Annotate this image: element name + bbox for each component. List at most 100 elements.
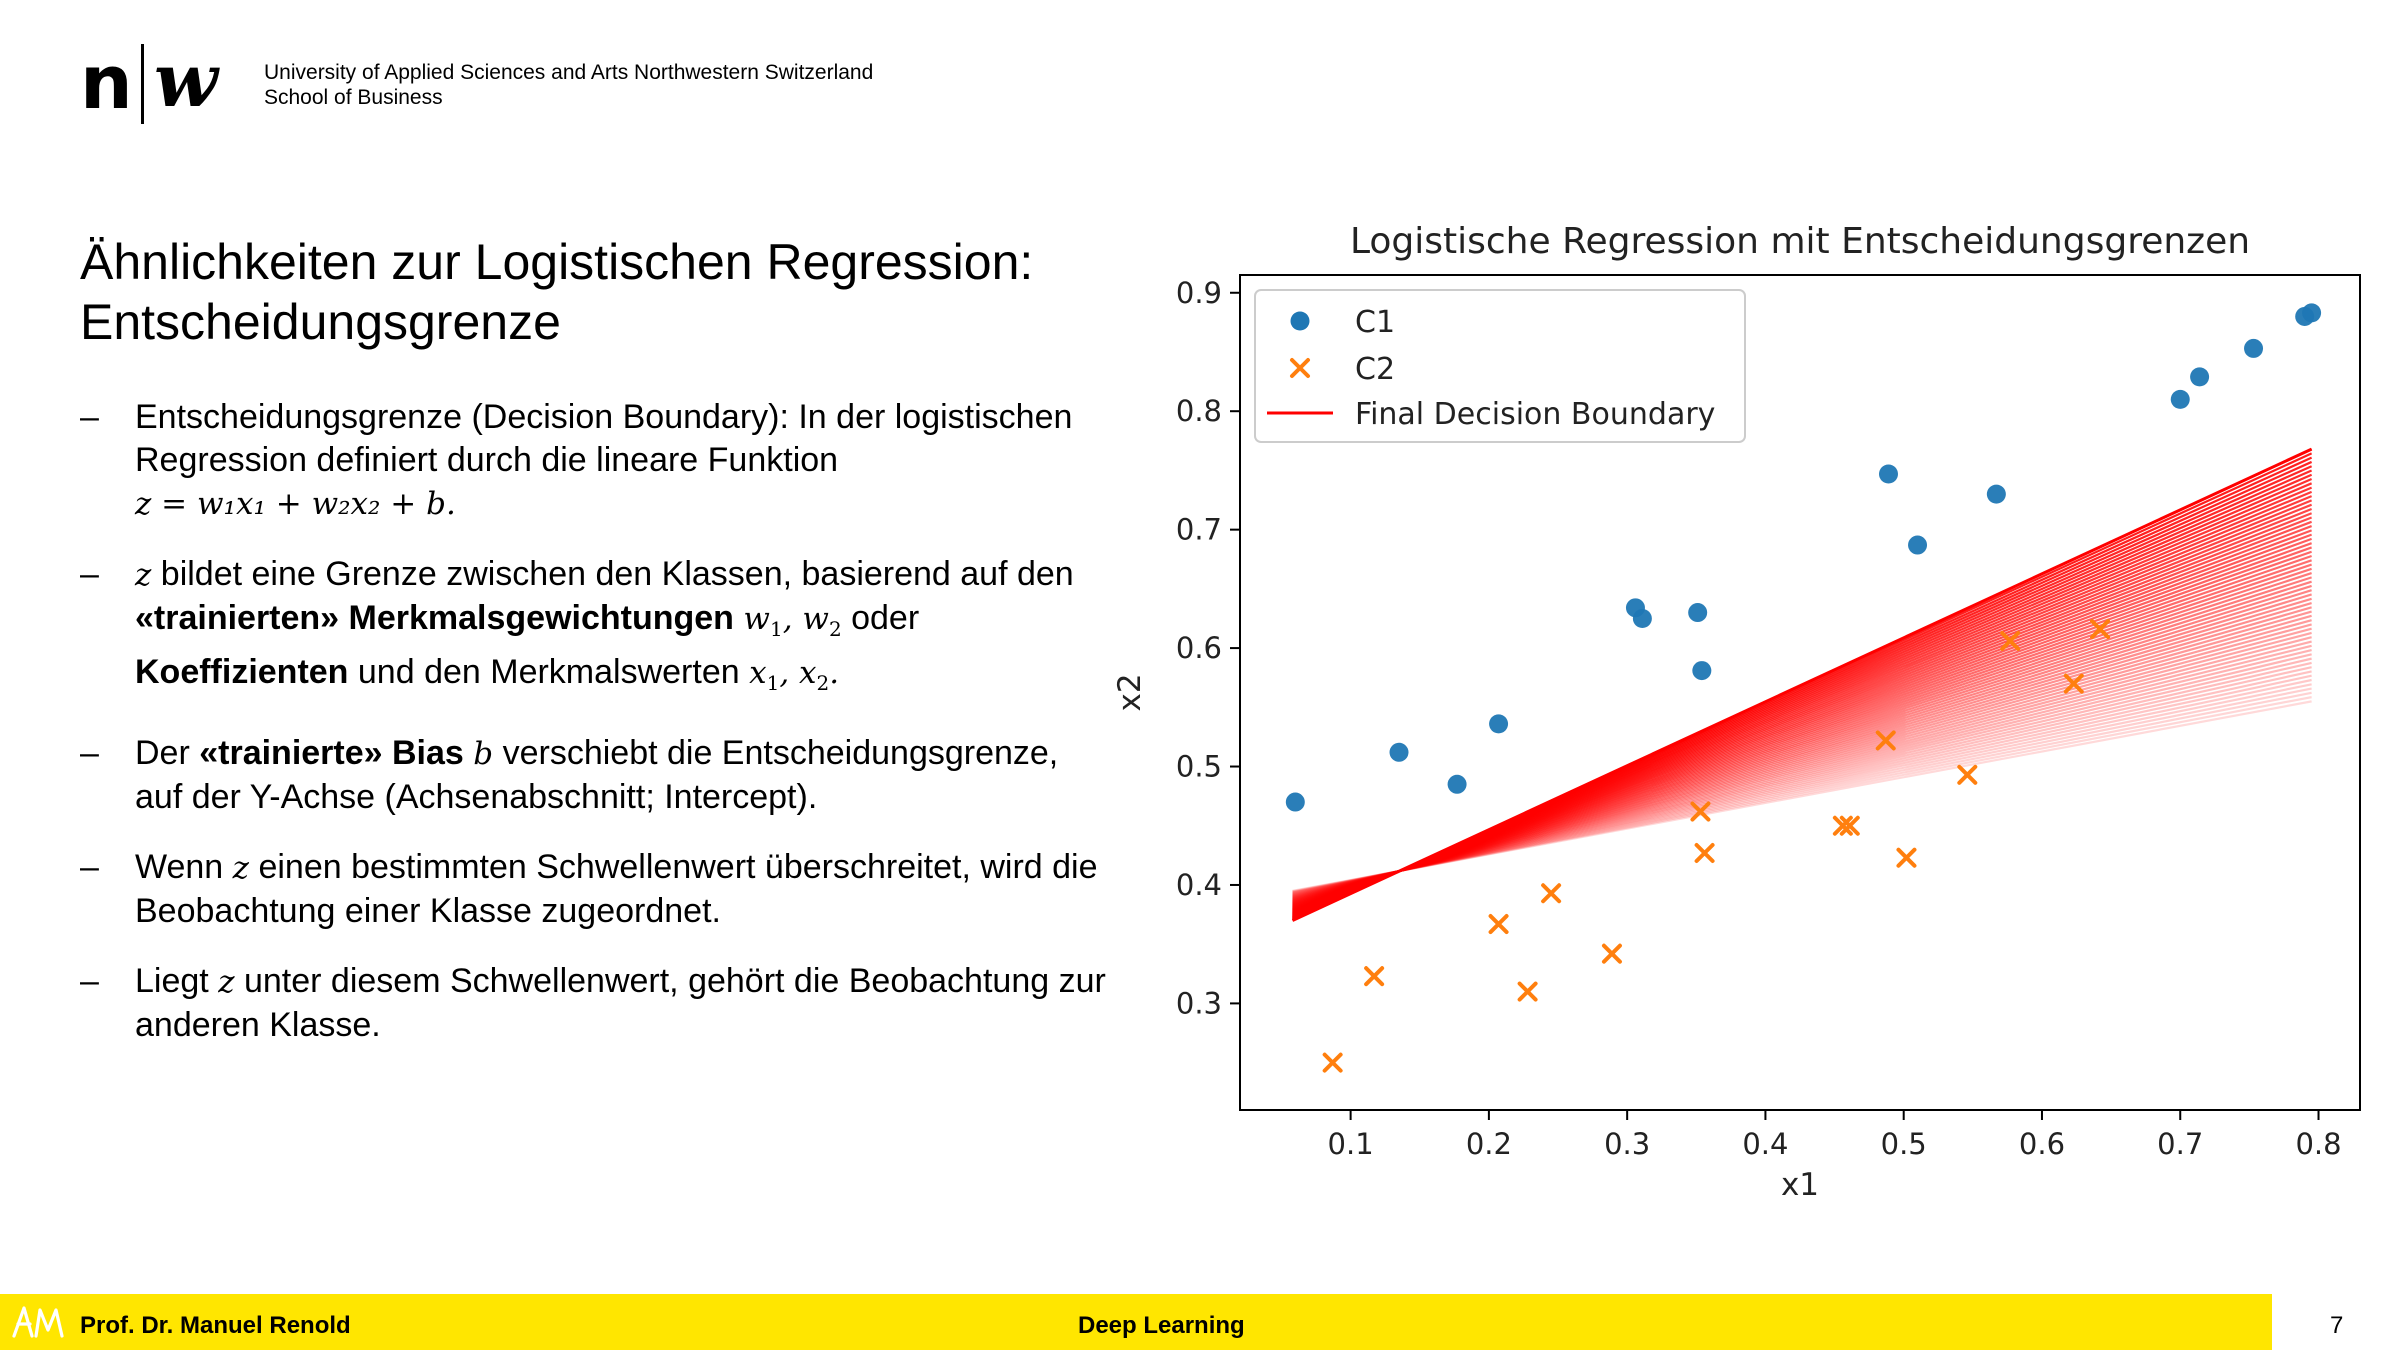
bullet-text: bildet eine Grenze zwischen den Klassen,…: [151, 555, 1074, 593]
y-tick-label: 0.5: [1176, 750, 1222, 784]
y-tick-label: 0.9: [1176, 276, 1222, 310]
c2-point: [1364, 966, 1385, 987]
bullet-text: verschiebt die Entscheidungsgrenze, auf …: [135, 734, 1059, 817]
c2-point: [1517, 981, 1538, 1002]
bullet-item: – Liegt z unter diesem Schwellenwert, ge…: [80, 960, 1110, 1047]
boundary-iteration-line: [1292, 666, 2312, 896]
institution-line-2: School of Business: [264, 86, 443, 109]
boundary-iteration-line: [1292, 700, 2312, 892]
boundary-iteration-line: [1292, 696, 2312, 893]
x-tick-label: 0.1: [1328, 1127, 1374, 1161]
slide-title-line-2: Entscheidungsgrenze: [80, 294, 561, 350]
boundary-iteration-line: [1292, 597, 2312, 904]
boundary-iteration-line: [1292, 627, 2312, 901]
bullet-dash: –: [80, 962, 99, 1001]
boundary-iteration-line: [1292, 619, 2312, 902]
bullet-text: oder: [841, 599, 920, 637]
bullet-text: einen bestimmten Schwellenwert überschre…: [135, 848, 1098, 931]
math-z: z: [232, 850, 249, 887]
math-b: b: [473, 736, 494, 773]
c2-point: [1690, 801, 1711, 822]
boundary-iteration-line: [1292, 657, 2312, 897]
x-tick-label: 0.5: [1881, 1127, 1927, 1161]
bullet-item: – Wenn z einen bestimmten Schwellenwert …: [80, 846, 1110, 933]
y-tick-label: 0.8: [1176, 394, 1222, 428]
y-tick-label: 0.6: [1176, 631, 1222, 665]
legend-box: [1254, 289, 1746, 443]
x-tick-label: 0.3: [1604, 1127, 1650, 1161]
boundary-iteration-line: [1292, 687, 2312, 894]
boundary-iteration-line: [1292, 610, 2312, 903]
c1-point: [1447, 774, 1467, 794]
bullet-text: Der: [135, 734, 200, 773]
c2-point: [1601, 943, 1622, 964]
c1-point: [1986, 484, 2006, 504]
logo-letter-n: n: [80, 40, 133, 126]
bullet-bold: Koeffizienten: [135, 653, 349, 692]
slide-title: Ähnlichkeiten zur Logistischen Regressio…: [80, 232, 1120, 352]
c2-point: [1541, 883, 1562, 904]
c1-point: [2190, 367, 2210, 387]
boundary-iteration-line: [1292, 614, 2312, 902]
bullet-list: – Entscheidungsgrenze (Decision Boundary…: [80, 396, 1110, 1074]
c2-point: [1896, 847, 1917, 868]
institution-name: University of Applied Sciences and Arts …: [264, 60, 873, 110]
footer-bar: [0, 1294, 2272, 1350]
boundary-iteration-line: [1292, 653, 2312, 898]
boundary-iteration-line: [1292, 631, 2312, 900]
c1-point: [1878, 464, 1898, 484]
x-tick-label: 0.8: [2295, 1127, 2341, 1161]
boundary-iteration-line: [1292, 678, 2312, 895]
bullet-bold: «trainierte» Bias: [199, 734, 464, 773]
y-axis-label: x2: [1112, 673, 1148, 711]
boundary-iteration-line: [1292, 683, 2312, 894]
footer-author: Prof. Dr. Manuel Renold: [80, 1312, 351, 1339]
c2-point: [2000, 630, 2021, 651]
x-tick-label: 0.2: [1466, 1127, 1512, 1161]
c2-point: [1694, 842, 1715, 863]
legend-c2-marker: [1290, 358, 1310, 378]
c1-point: [1692, 661, 1712, 681]
boundary-iteration-line: [1292, 670, 2312, 896]
chart-title: Logistische Regression mit Entscheidungs…: [1350, 221, 2250, 262]
c2-point: [1957, 764, 1978, 785]
boundary-iteration-line: [1292, 691, 2312, 893]
bullet-bold: «trainierten» Merkmalsgewichtungen: [135, 599, 734, 637]
fhnw-logo: n w: [80, 38, 230, 126]
boundary-iteration-line: [1292, 644, 2312, 899]
formula: z = w₁x₁ + w₂x₂ + b.: [135, 486, 456, 522]
x-axis-label: x1: [1781, 1167, 1819, 1203]
boundary-iteration-line: [1292, 636, 2312, 900]
boundary-iteration-line: [1292, 601, 2312, 904]
y-tick-label: 0.4: [1176, 868, 1222, 902]
c1-point: [2302, 303, 2322, 323]
math-z: z: [218, 964, 235, 1001]
legend-boundary-label: Final Decision Boundary: [1355, 397, 1715, 432]
bullet-dash: –: [80, 555, 99, 593]
bullet-text: unter diesem Schwellenwert, gehört die B…: [135, 962, 1106, 1045]
boundary-iteration-line: [1292, 674, 2312, 895]
plot-frame: [1239, 274, 2361, 1111]
c2-point: [1322, 1052, 1343, 1073]
c1-point: [2170, 389, 2190, 409]
c1-point: [1688, 603, 1708, 623]
footer-course: Deep Learning: [1078, 1312, 1245, 1339]
bullet-dash: –: [80, 734, 99, 773]
legend-c2-label: C2: [1355, 352, 1395, 387]
math-features: x1, x2.: [749, 655, 840, 696]
c1-point: [1489, 714, 1509, 734]
boundary-iteration-line: [1292, 640, 2312, 899]
logo-divider: [141, 44, 144, 124]
c2-point: [2063, 673, 2084, 694]
c2-point: [2090, 619, 2111, 640]
math-z: z: [135, 557, 152, 593]
x-tick-label: 0.7: [2157, 1127, 2203, 1161]
bullet-dash: –: [80, 848, 99, 887]
bullet-item: – Der «trainierte» Bias b verschiebt die…: [80, 732, 1110, 819]
page-number: 7: [2330, 1312, 2344, 1339]
legend-c1-marker: [1290, 311, 1310, 331]
logo-letter-w: w: [154, 38, 218, 124]
c1-point: [2244, 338, 2264, 358]
institution-line-1: University of Applied Sciences and Arts …: [264, 61, 874, 84]
bullet-item: – Entscheidungsgrenze (Decision Boundary…: [80, 396, 1110, 526]
